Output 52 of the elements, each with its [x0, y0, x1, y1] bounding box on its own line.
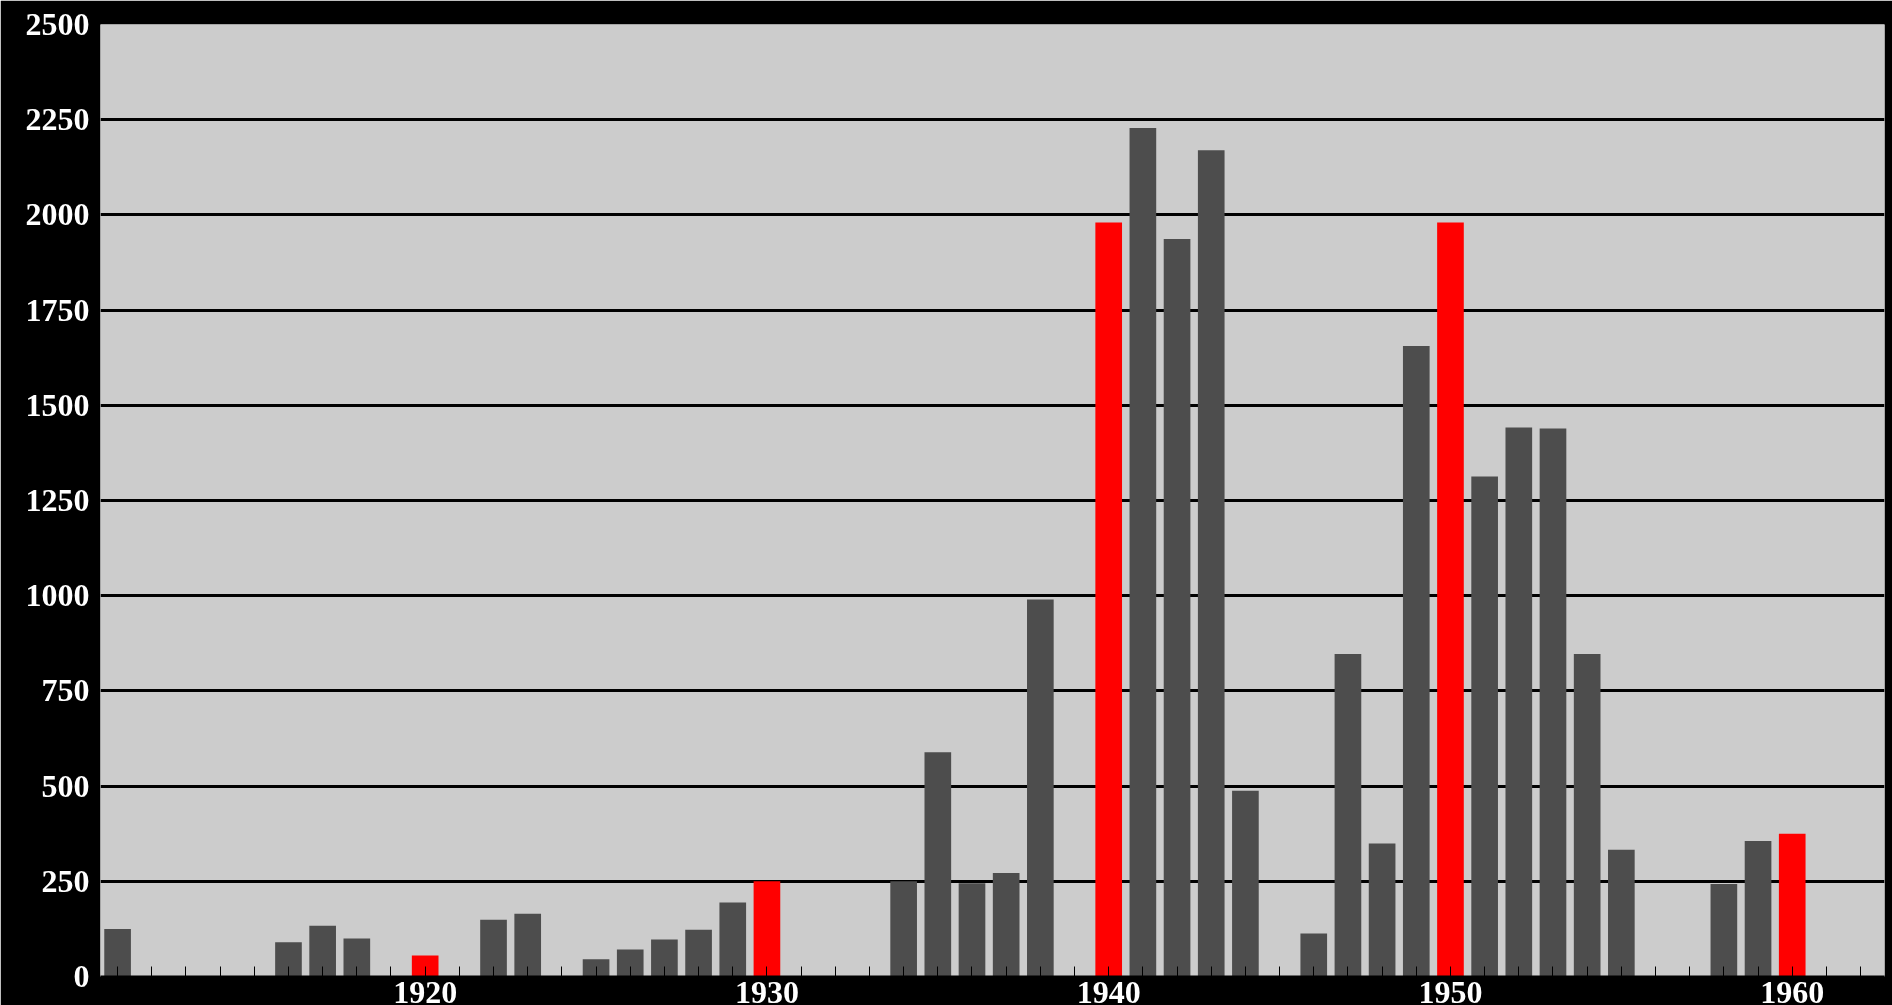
y-tick-label: 1250 — [25, 482, 90, 518]
y-tick-label: 1500 — [25, 386, 90, 423]
bar — [1437, 222, 1464, 977]
y-tick-label: 500 — [41, 767, 90, 804]
bar — [343, 938, 371, 977]
bar — [1027, 599, 1054, 977]
x-tick-label: 1920 — [393, 973, 458, 1005]
y-tick-label: 250 — [41, 862, 90, 899]
bar — [275, 942, 302, 977]
bar — [685, 929, 712, 977]
bar — [480, 919, 507, 977]
bar — [992, 872, 1020, 977]
bar — [1710, 883, 1738, 977]
bar — [1402, 345, 1430, 977]
x-tick-label: 1950 — [1418, 973, 1483, 1005]
y-tick-label: 0 — [73, 958, 90, 994]
x-tick-label: 1930 — [734, 973, 799, 1005]
bar — [1163, 238, 1191, 977]
bar — [890, 881, 917, 977]
bar — [1573, 653, 1601, 977]
bar — [514, 913, 542, 977]
bar — [1300, 933, 1328, 977]
y-tick-label: 2500 — [25, 6, 90, 42]
bar — [1539, 428, 1567, 977]
bar — [582, 959, 610, 977]
bar — [1232, 790, 1259, 977]
y-tick-label: 2000 — [25, 196, 90, 233]
bar — [753, 881, 781, 977]
bar — [309, 925, 336, 977]
bar — [1129, 128, 1157, 977]
bar — [1095, 222, 1123, 977]
bar — [719, 902, 747, 977]
x-tick-label: 1940 — [1076, 973, 1141, 1005]
y-tick-label: 2250 — [25, 101, 90, 138]
bar — [1197, 150, 1225, 977]
bar — [651, 939, 678, 977]
bar — [1608, 849, 1635, 977]
bar — [1368, 843, 1396, 977]
bar — [104, 928, 131, 977]
bar — [1471, 476, 1498, 977]
y-tick-label: 1000 — [25, 577, 90, 614]
bar — [1778, 833, 1806, 977]
bar — [958, 883, 986, 977]
y-tick-label: 1750 — [25, 291, 90, 328]
bar — [924, 752, 952, 977]
bar — [616, 949, 644, 977]
x-tick-label: 1960 — [1760, 973, 1825, 1005]
bar — [411, 955, 439, 977]
y-tick-label: 750 — [41, 672, 90, 709]
bar — [1505, 427, 1533, 977]
bar — [1744, 840, 1772, 977]
bar — [1334, 653, 1362, 977]
